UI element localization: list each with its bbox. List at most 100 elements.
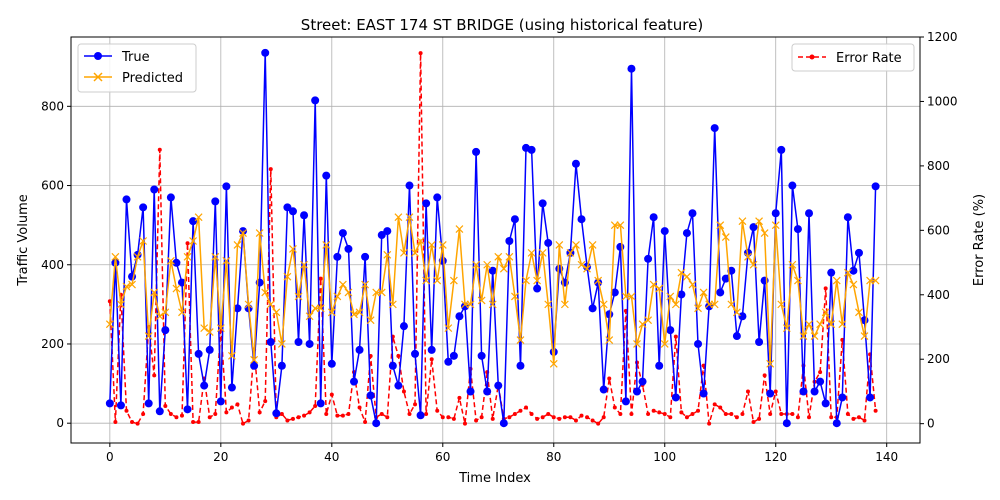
- predicted-point: [699, 288, 708, 297]
- error-rate-point: [601, 415, 606, 420]
- true-point: [416, 411, 425, 420]
- true-point: [721, 274, 730, 283]
- predicted-point: [560, 300, 569, 309]
- true-point: [732, 332, 741, 341]
- predicted-point: [827, 320, 836, 329]
- legend-predicted-label: Predicted: [122, 71, 183, 86]
- predicted-point: [200, 324, 209, 333]
- error-rate-point: [152, 373, 157, 378]
- true-point: [139, 203, 148, 212]
- error-rate-point: [551, 415, 556, 420]
- true-point: [571, 159, 580, 168]
- plot-frame: [70, 36, 921, 444]
- error-rate-point: [651, 408, 656, 413]
- error-rate-point: [168, 412, 173, 416]
- predicted-point: [250, 355, 259, 364]
- true-point: [338, 229, 347, 238]
- predicted-point: [832, 276, 841, 285]
- error-rate-point: [329, 392, 334, 397]
- true-point: [483, 387, 492, 396]
- true-point: [155, 407, 164, 416]
- true-point: [327, 359, 336, 368]
- predicted-point: [499, 264, 508, 273]
- error-rate-point: [379, 412, 384, 416]
- true-point: [866, 393, 875, 402]
- predicted-point: [860, 332, 869, 340]
- error-rate-point: [457, 395, 462, 400]
- error-rate-point: [124, 408, 129, 413]
- true-point: [627, 64, 636, 73]
- predicted-point: [289, 244, 297, 253]
- true-point: [527, 145, 536, 154]
- error-rate-point: [385, 415, 390, 420]
- error-rate-point: [646, 412, 651, 416]
- error-rate-point: [418, 51, 423, 56]
- true-point: [588, 304, 597, 313]
- predicted-point: [477, 296, 486, 305]
- predicted-point: [843, 268, 852, 277]
- error-rate-point: [745, 389, 750, 394]
- error-rate-point: [174, 415, 179, 420]
- error-rate-point: [113, 420, 118, 425]
- predicted-point: [455, 225, 464, 234]
- true-point: [655, 361, 664, 370]
- error-rate-point: [424, 412, 429, 416]
- predicted-point: [605, 336, 614, 344]
- true-point: [177, 278, 186, 287]
- true-point: [394, 381, 403, 390]
- true-point: [782, 419, 791, 428]
- legend-error-marker: [809, 54, 815, 60]
- predicted-point: [821, 308, 830, 317]
- error-rate-point: [307, 410, 312, 415]
- error-rate-point: [524, 405, 529, 410]
- predicted-point: [394, 213, 403, 222]
- true-point: [633, 387, 641, 396]
- true-point: [377, 231, 386, 240]
- predicted-point: [139, 237, 148, 245]
- predicted-point: [405, 213, 414, 222]
- error-rate-point: [818, 370, 823, 375]
- predicted-point: [178, 308, 186, 317]
- predicted-point: [744, 252, 752, 261]
- error-rate-point: [224, 410, 229, 415]
- y2-tick-label: 400: [927, 288, 950, 302]
- error-rate-point: [829, 415, 834, 420]
- true-point: [716, 288, 725, 297]
- predicted-point: [144, 332, 153, 340]
- y2-tick-label: 200: [927, 352, 950, 366]
- predicted-point: [216, 324, 225, 333]
- legend-true-label: True: [121, 50, 150, 65]
- predicted-point: [422, 276, 431, 285]
- error-rate-point: [734, 415, 739, 420]
- true-point: [610, 288, 619, 297]
- y-tick-label: 0: [56, 416, 64, 430]
- predicted-point: [755, 217, 764, 226]
- true-point: [399, 322, 408, 331]
- predicted-point: [799, 332, 808, 340]
- true-point: [333, 252, 342, 261]
- predicted-point: [377, 288, 386, 297]
- true-point: [793, 225, 802, 234]
- predicted-point: [710, 300, 719, 309]
- predicted-point: [338, 280, 347, 289]
- predicted-point: [333, 292, 342, 301]
- true-point: [161, 326, 170, 335]
- true-point: [205, 345, 214, 354]
- true-point: [749, 223, 758, 232]
- error-rate-point: [612, 405, 617, 410]
- predicted-point: [433, 276, 442, 285]
- true-point: [499, 419, 508, 428]
- error-rate-point: [684, 415, 689, 420]
- predicted-point: [211, 252, 220, 261]
- legend-error-label: Error Rate: [836, 51, 902, 66]
- error-rate-point: [507, 415, 512, 420]
- predicted-point: [488, 300, 497, 309]
- true-point: [261, 48, 270, 57]
- predicted-point: [588, 241, 597, 249]
- true-point: [272, 409, 281, 418]
- true-point: [227, 383, 236, 392]
- error-rate-point: [490, 416, 495, 421]
- y2-tick-label: 1200: [927, 30, 958, 44]
- true-point: [821, 399, 830, 408]
- predicted-point: [438, 241, 447, 249]
